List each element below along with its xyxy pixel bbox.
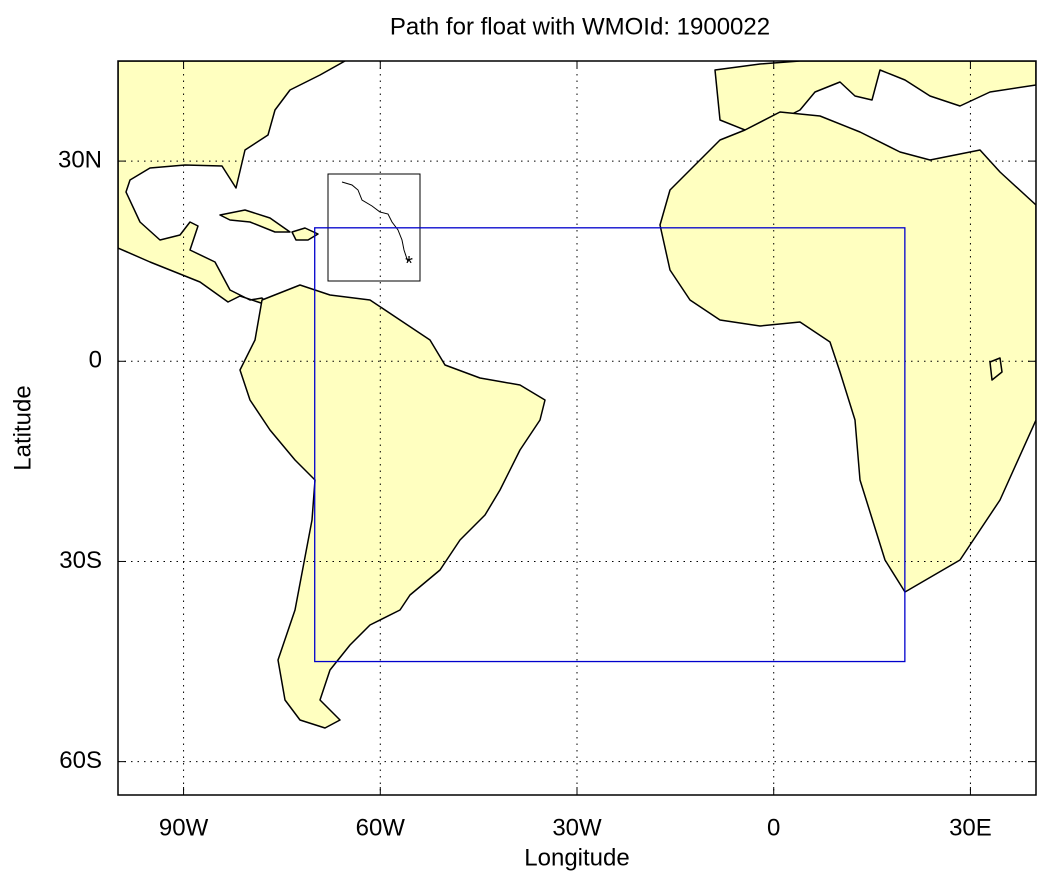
plot-frame bbox=[117, 60, 1037, 796]
y-axis-label: Latitude bbox=[9, 385, 36, 470]
land bbox=[118, 61, 1036, 729]
madagascar bbox=[989, 357, 1003, 381]
y-tick-label: 30S bbox=[59, 547, 102, 574]
float-end-marker: * bbox=[405, 253, 413, 275]
region-box bbox=[314, 227, 906, 663]
south-america bbox=[239, 284, 546, 729]
x-tick-label: 30E bbox=[949, 814, 992, 841]
x-axis-label: Longitude bbox=[524, 844, 629, 871]
x-tick-label: 30W bbox=[552, 814, 602, 841]
float-track bbox=[341, 181, 409, 263]
y-tick-label: 30N bbox=[58, 146, 102, 173]
x-tick-label: 90W bbox=[159, 814, 209, 841]
cuba bbox=[219, 209, 291, 233]
africa bbox=[659, 111, 1036, 593]
x-tick-label: 60W bbox=[356, 814, 406, 841]
north-america bbox=[118, 61, 346, 307]
y-tick-label: 0 bbox=[89, 347, 102, 374]
y-tick-label: 60S bbox=[59, 747, 102, 774]
hispaniola bbox=[291, 227, 319, 241]
x-tick-label: 0 bbox=[767, 814, 780, 841]
chart-title: Path for float with WMOId: 1900022 bbox=[390, 13, 770, 40]
